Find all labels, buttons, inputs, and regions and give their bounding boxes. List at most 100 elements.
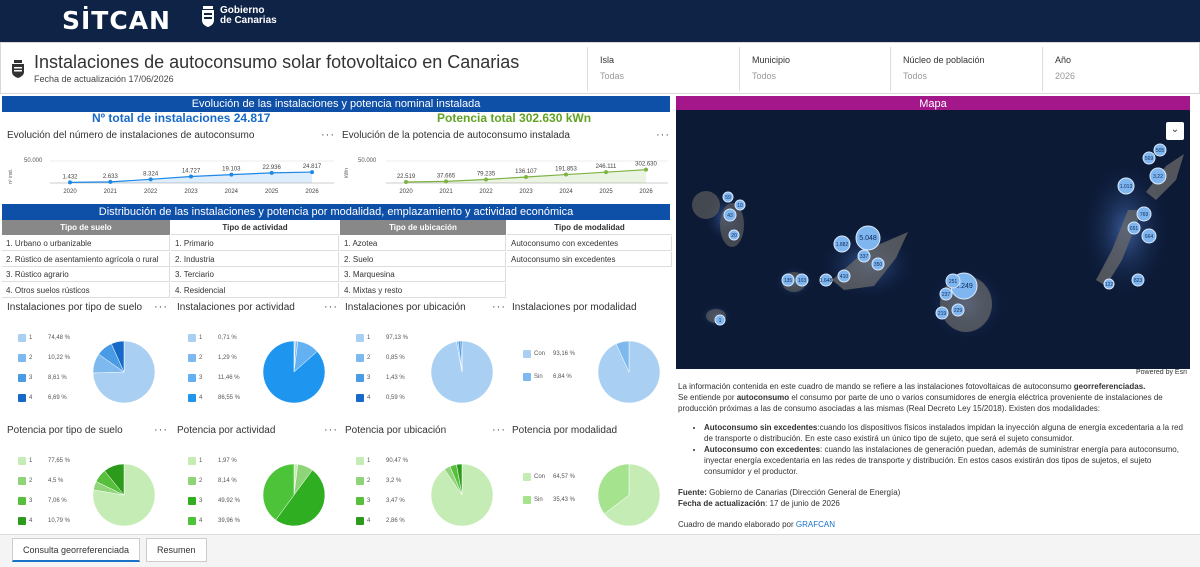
map-cluster — [1153, 143, 1167, 157]
pie-panel: Potencia por tipo de suelo ··· 1 77,65 % 2 4,… — [4, 423, 168, 543]
data-label: 246.111 — [596, 164, 617, 170]
cluster-label: 769 — [1140, 212, 1149, 218]
seal-icon — [202, 6, 214, 27]
islands-map[interactable]: 5.048 5.249 1.882 1.648 1.013 3.22 823 769 664 65… — [676, 110, 1190, 369]
data-label: 302.630 — [635, 162, 657, 168]
pie-chart — [262, 340, 326, 404]
category-item[interactable]: Autoconsumo sin excedentes — [507, 251, 672, 267]
more-options-icon[interactable]: ··· — [324, 424, 338, 436]
data-point — [148, 177, 153, 182]
government-logo: Gobierno de Canarias — [200, 4, 277, 28]
cluster-label: 664 — [1145, 234, 1154, 240]
filter-municipio[interactable]: Municipio Todos — [739, 47, 890, 91]
gov-line-2: de Canarias — [220, 15, 277, 26]
legend-value: 10,22 % — [48, 355, 71, 361]
legend-swatch — [356, 497, 364, 505]
installs-line-chart: nº inst. 50.000 1.432 2020 2.633 2021 8.324 2… — [8, 158, 334, 195]
map-cluster — [833, 235, 851, 253]
filter-nucleo[interactable]: Núcleo de población Todos — [890, 47, 1042, 91]
tab-consulta-georreferenciada[interactable]: Consulta georreferenciada — [12, 538, 141, 562]
more-options-icon[interactable]: ··· — [656, 129, 670, 141]
cluster-label: 219 — [938, 311, 947, 317]
legend-swatch — [523, 473, 531, 481]
map-cluster — [871, 257, 885, 271]
data-label: 37.665 — [437, 173, 456, 179]
category-item[interactable]: 4. Otros suelos rústicos — [2, 282, 170, 298]
more-options-icon[interactable]: ··· — [321, 129, 335, 141]
legend-swatch — [523, 373, 531, 381]
legend-swatch — [356, 457, 364, 465]
legend-swatch — [18, 497, 26, 505]
map-cluster — [722, 191, 734, 203]
more-options-icon[interactable]: ··· — [154, 301, 168, 313]
legend-swatch — [18, 394, 26, 402]
map-cluster — [1136, 206, 1152, 222]
legend-item: Con 64,57 % — [523, 473, 593, 481]
map-cluster — [857, 249, 871, 263]
category-item[interactable]: 1. Urbano o urbanizable — [2, 236, 170, 251]
data-label: 8.324 — [143, 171, 159, 177]
cluster-label: 1.882 — [836, 242, 849, 248]
category-item[interactable]: 2. Industria — [171, 251, 339, 267]
legend-item: Sin 6,84 % — [523, 373, 593, 381]
cluster-label: 5.048 — [859, 235, 877, 242]
legend-key: Sin — [534, 497, 543, 503]
legend-value: 10,79 % — [48, 518, 71, 524]
filter-isla[interactable]: Isla Todas — [587, 47, 739, 91]
grafcan-link[interactable]: GRAFCAN — [795, 520, 835, 529]
legend-value: 2,86 % — [386, 518, 405, 524]
power-chart-title: Evolución de la potencia de autoconsumo … — [342, 130, 570, 141]
more-options-icon[interactable]: ··· — [154, 424, 168, 436]
info-bold: Autoconsumo sin excedentes — [704, 423, 818, 432]
map-cluster — [723, 208, 737, 222]
cluster-label: 410 — [840, 274, 849, 280]
tab-resumen[interactable]: Resumen — [146, 538, 207, 562]
more-options-icon[interactable]: ··· — [492, 424, 506, 436]
data-point — [108, 179, 113, 184]
pie-slice — [456, 463, 463, 496]
legend-swatch — [188, 497, 196, 505]
x-tick-label: 2020 — [399, 189, 413, 195]
legend-item: 3 8,61 % — [18, 374, 88, 382]
category-item[interactable]: 3. Terciario — [171, 267, 339, 282]
pie-slice — [262, 463, 295, 521]
more-options-icon[interactable]: ··· — [324, 301, 338, 313]
legend-value: 0,59 % — [386, 395, 405, 401]
category-item[interactable]: 4. Residencial — [171, 282, 339, 298]
source-value: Gobierno de Canarias (Dirección General … — [706, 488, 901, 497]
category-item[interactable]: 4. Mixtas y resto — [340, 282, 506, 298]
data-label: 1.432 — [62, 174, 78, 180]
legend-swatch — [188, 477, 196, 485]
cluster-label: 1 — [719, 318, 722, 324]
x-tick-label: 2023 — [519, 189, 533, 195]
chevron-down-icon[interactable]: ⌄ — [1166, 122, 1184, 140]
map-view[interactable]: 5.048 5.249 1.882 1.648 1.013 3.22 823 769 664 65… — [676, 110, 1190, 369]
legend-item: 3 1,43 % — [356, 374, 426, 382]
data-point — [644, 167, 648, 172]
map-cluster — [855, 225, 881, 251]
legend-key: 1 — [199, 458, 203, 464]
cluster-label: 43 — [727, 213, 733, 219]
category-item[interactable]: 1. Primario — [171, 236, 339, 251]
filter-ano[interactable]: Año 2026 — [1042, 47, 1182, 91]
category-item[interactable]: 3. Marquesina — [340, 267, 506, 282]
more-options-icon[interactable]: ··· — [492, 301, 506, 313]
bottom-tabs: Consulta georreferenciada Resumen — [0, 534, 1200, 567]
data-point — [484, 177, 488, 182]
category-item[interactable]: 2. Rústico de asentamiento agrícola o ru… — [2, 251, 170, 267]
category-item[interactable]: 3. Rústico agrario — [2, 267, 170, 282]
legend-key: 3 — [367, 498, 371, 504]
map-cluster — [1117, 177, 1135, 195]
category-item[interactable]: 1. Azotea — [340, 236, 506, 251]
pie-slice — [262, 340, 326, 404]
category-item[interactable]: 2. Suelo — [340, 251, 506, 267]
legend-key: Con — [534, 351, 546, 357]
category-item[interactable]: Autoconsumo con excedentes — [507, 236, 672, 251]
legend-value: 4,5 % — [48, 478, 64, 484]
data-point — [68, 180, 72, 185]
legend-swatch — [18, 354, 26, 362]
legend-value: 1,97 % — [218, 458, 237, 464]
filter-value: Todos — [903, 71, 928, 81]
legend-key: 1 — [367, 335, 371, 341]
legend-key: 2 — [29, 478, 33, 484]
